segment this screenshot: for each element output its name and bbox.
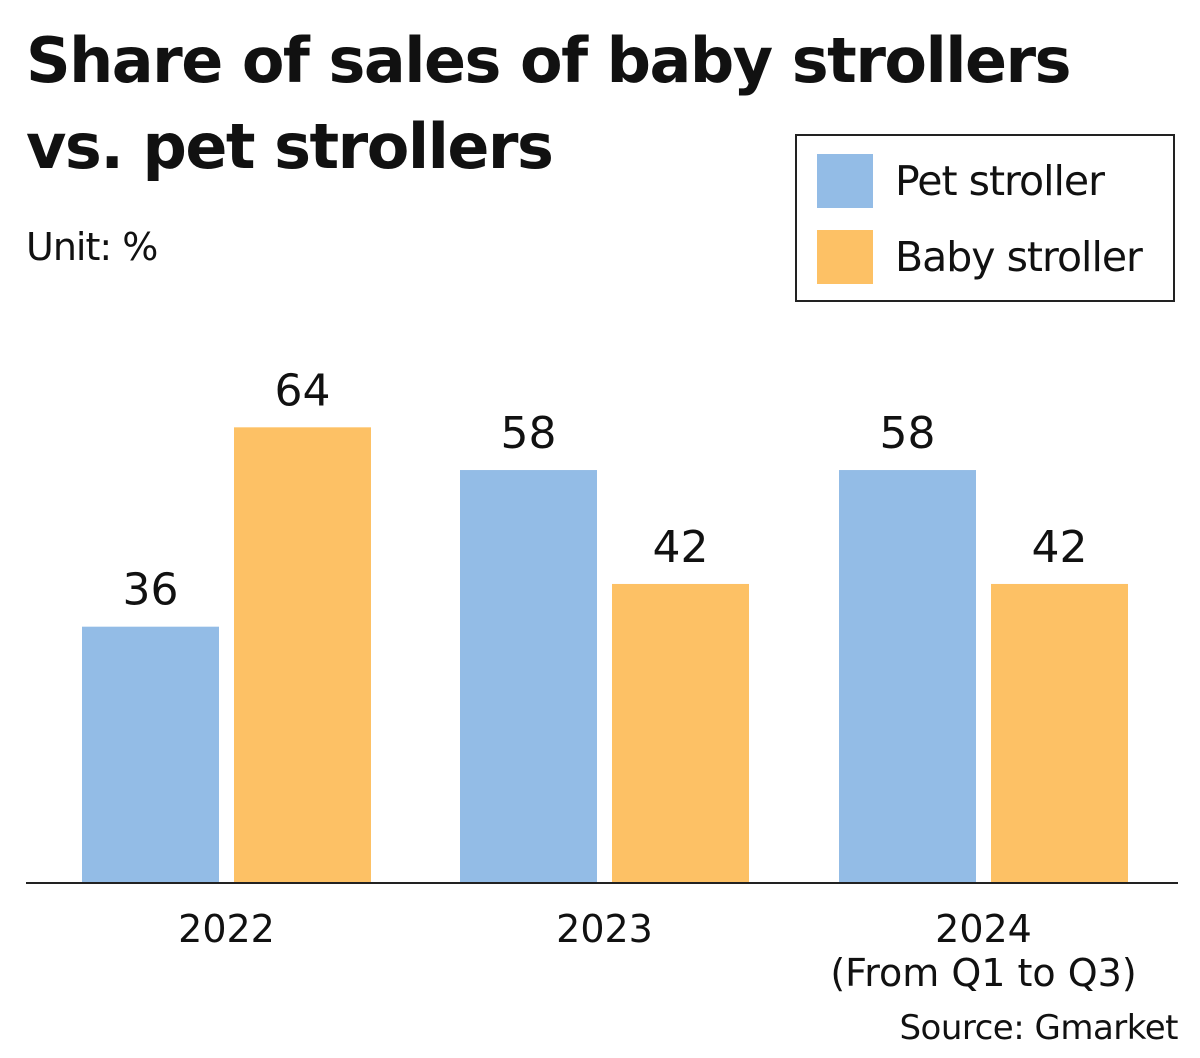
bar-pet-stroller-2023 (460, 470, 597, 883)
data-label-baby-stroller-2023: 42 (653, 522, 709, 573)
bar-baby-stroller-2023 (612, 583, 749, 883)
bar-pet-stroller-2022 (82, 626, 219, 883)
x-tick-sublabel-2024: (From Q1 to Q3) (830, 951, 1136, 995)
unit-label: Unit: % (26, 225, 158, 269)
bar-pet-stroller-2024 (839, 470, 976, 883)
x-tick-label-2024: 2024 (935, 907, 1032, 951)
data-label-pet-stroller-2024: 58 (880, 408, 936, 459)
data-label-pet-stroller-2022: 36 (123, 565, 179, 616)
source-note: Source: Gmarket (899, 1008, 1178, 1048)
legend-swatch-pet-stroller (817, 154, 873, 208)
data-label-baby-stroller-2022: 64 (275, 365, 331, 416)
legend-label-pet-stroller: Pet stroller (895, 157, 1105, 205)
legend-item-baby-stroller: Baby stroller (817, 230, 1143, 284)
legend-label-baby-stroller: Baby stroller (895, 233, 1143, 281)
bar-baby-stroller-2022 (234, 427, 371, 883)
legend-swatch-baby-stroller (817, 230, 873, 284)
data-label-baby-stroller-2024: 42 (1032, 522, 1088, 573)
bar-baby-stroller-2024 (991, 583, 1128, 883)
data-label-pet-stroller-2023: 58 (501, 408, 557, 459)
chart-title: Share of sales of baby strollers vs. pet… (26, 24, 1072, 183)
legend: Pet stroller Baby stroller (795, 134, 1175, 302)
legend-item-pet-stroller: Pet stroller (817, 154, 1105, 208)
x-tick-label-2023: 2023 (556, 907, 653, 951)
x-tick-label-2022: 2022 (178, 907, 275, 951)
